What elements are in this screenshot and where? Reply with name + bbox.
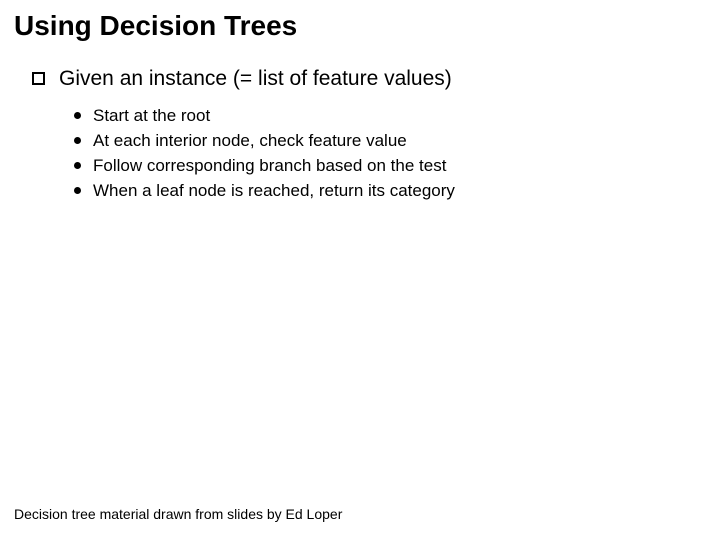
square-bullet-icon bbox=[32, 72, 45, 85]
footer-attribution: Decision tree material drawn from slides… bbox=[14, 506, 342, 522]
dot-bullet-icon bbox=[74, 137, 81, 144]
list-item-text: Follow corresponding branch based on the… bbox=[93, 155, 446, 177]
dot-bullet-icon bbox=[74, 162, 81, 169]
outer-item-text: Given an instance (= list of feature val… bbox=[59, 66, 452, 92]
list-item-text: When a leaf node is reached, return its … bbox=[93, 180, 455, 202]
list-item-text: At each interior node, check feature val… bbox=[93, 130, 407, 152]
outer-item: Given an instance (= list of feature val… bbox=[32, 66, 452, 92]
list-item: Follow corresponding branch based on the… bbox=[74, 155, 455, 177]
slide: Using Decision Trees Given an instance (… bbox=[0, 0, 720, 540]
list-item-text: Start at the root bbox=[93, 105, 210, 127]
outer-list: Given an instance (= list of feature val… bbox=[32, 66, 452, 92]
slide-title: Using Decision Trees bbox=[14, 10, 297, 42]
list-item: At each interior node, check feature val… bbox=[74, 130, 455, 152]
dot-bullet-icon bbox=[74, 187, 81, 194]
list-item: When a leaf node is reached, return its … bbox=[74, 180, 455, 202]
list-item: Start at the root bbox=[74, 105, 455, 127]
dot-bullet-icon bbox=[74, 112, 81, 119]
inner-list: Start at the root At each interior node,… bbox=[74, 105, 455, 205]
